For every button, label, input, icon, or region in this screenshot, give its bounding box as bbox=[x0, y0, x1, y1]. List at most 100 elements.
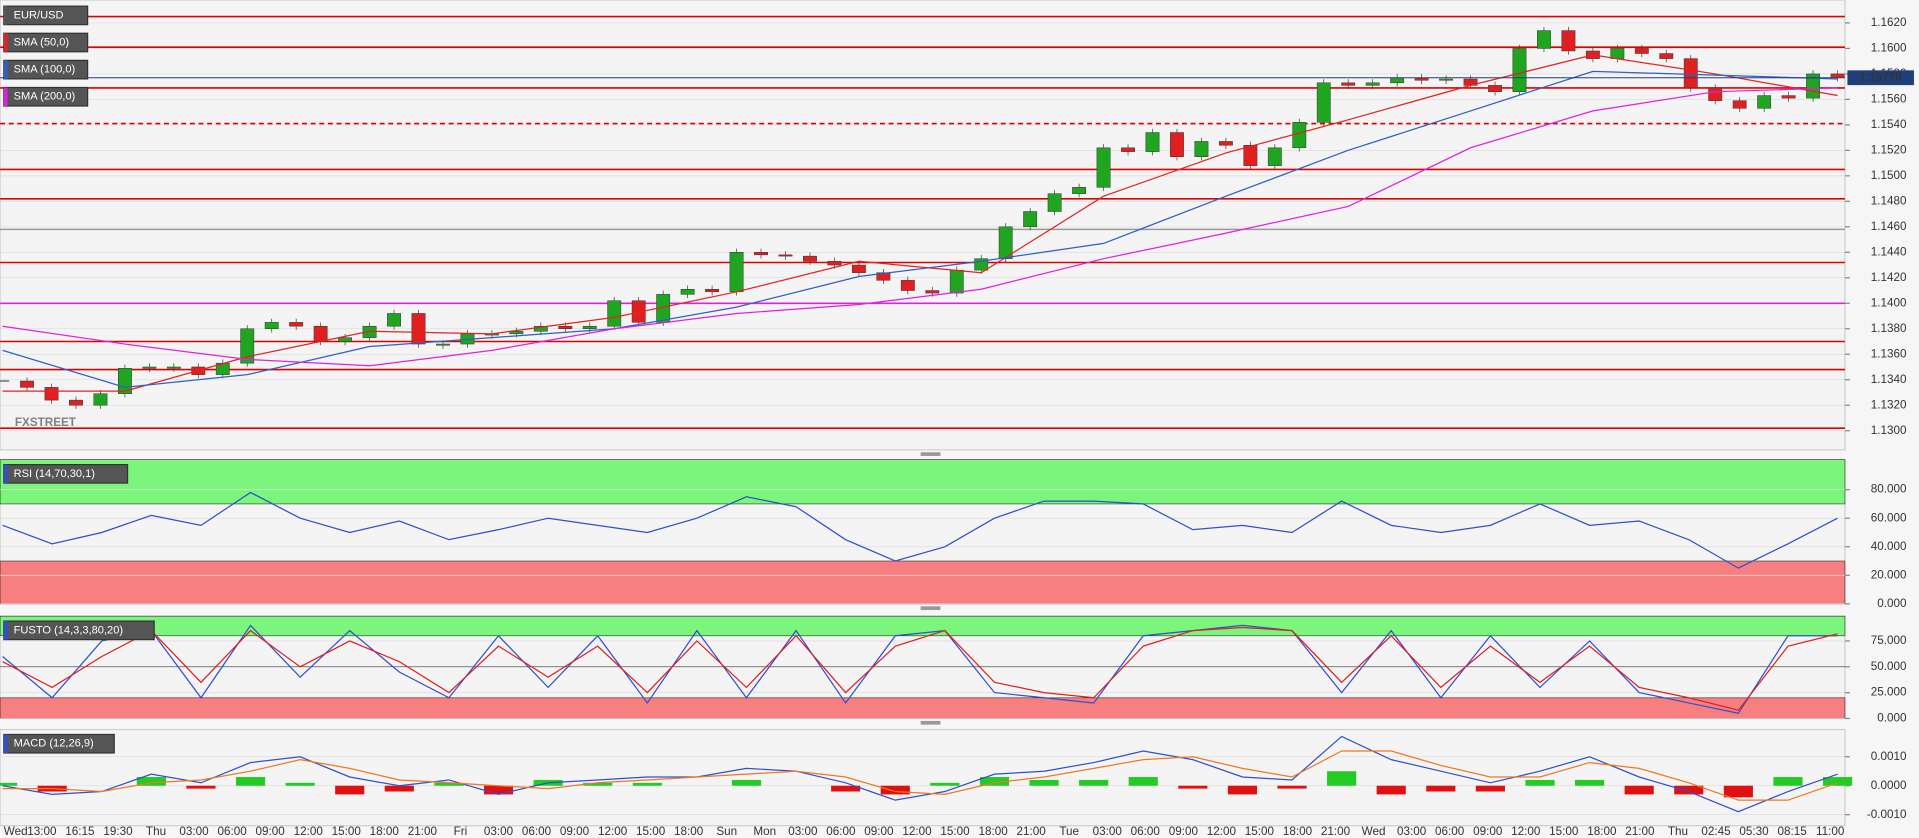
x-tick-label: 09:00 bbox=[1473, 825, 1503, 838]
y-tick-label: 1.1480 bbox=[1871, 194, 1907, 207]
x-tick-label: Fri bbox=[454, 825, 468, 838]
histogram-bar bbox=[1277, 785, 1307, 789]
candle bbox=[69, 399, 83, 406]
candle bbox=[754, 252, 768, 256]
watermark: FXSTREET bbox=[15, 416, 77, 429]
candle bbox=[778, 254, 793, 257]
x-tick-label: 06:00 bbox=[1131, 825, 1161, 838]
candle bbox=[1659, 53, 1674, 59]
x-tick-label: 12:00 bbox=[1207, 825, 1237, 838]
y-tick-label: 1.1500 bbox=[1871, 169, 1907, 182]
candle bbox=[1781, 95, 1796, 99]
y-tick-label: 1.1520 bbox=[1871, 143, 1907, 156]
histogram-bar bbox=[1227, 785, 1257, 795]
candle bbox=[851, 264, 866, 273]
histogram-bar bbox=[235, 777, 266, 786]
x-tick-label: 06:00 bbox=[1435, 825, 1465, 838]
candle bbox=[607, 300, 622, 327]
candle bbox=[1757, 95, 1772, 109]
panel-resize-handle[interactable] bbox=[920, 606, 941, 611]
legend-label: SMA (200,0) bbox=[14, 91, 76, 103]
histogram-bar bbox=[1525, 779, 1555, 786]
candle bbox=[705, 289, 720, 293]
histogram-bar bbox=[1376, 785, 1406, 795]
x-tick-label: 06:00 bbox=[217, 825, 247, 838]
candle bbox=[1341, 82, 1356, 86]
x-tick-label: 12:00 bbox=[598, 825, 628, 838]
candle bbox=[1072, 187, 1087, 194]
x-tick-label: 06:00 bbox=[522, 825, 552, 838]
legend-swatch bbox=[3, 464, 8, 484]
candle bbox=[900, 280, 915, 291]
y-tick-label: 80.000 bbox=[1871, 483, 1907, 496]
x-tick-label: 21:00 bbox=[408, 825, 438, 838]
x-tick-label: 18:00 bbox=[978, 825, 1008, 838]
x-tick-label: 03:00 bbox=[1397, 825, 1427, 838]
x-tick-label: 08:15 bbox=[1777, 825, 1807, 838]
x-tick-label: 15:00 bbox=[332, 825, 362, 838]
candle bbox=[1218, 141, 1233, 146]
candle bbox=[1023, 211, 1038, 228]
y-tick-label: -0.0010 bbox=[1867, 808, 1907, 821]
lower-zone bbox=[0, 697, 1846, 719]
upper-zone bbox=[0, 459, 1846, 505]
y-tick-label: 1.1320 bbox=[1871, 398, 1907, 411]
histogram-bar bbox=[1079, 779, 1109, 786]
x-tick-label: 12:00 bbox=[294, 825, 324, 838]
candle bbox=[44, 387, 59, 401]
histogram-bar bbox=[880, 785, 910, 795]
histogram-bar bbox=[285, 782, 315, 786]
histogram-bar bbox=[930, 782, 960, 786]
series-line bbox=[2, 54, 1838, 392]
candle bbox=[240, 328, 255, 364]
candle bbox=[729, 252, 744, 293]
panel-title: FUSTO (14,3,3,80,20) bbox=[14, 624, 123, 636]
panel-resize-handle[interactable] bbox=[920, 720, 941, 725]
candle bbox=[803, 255, 817, 262]
y-tick-label: 1.1540 bbox=[1871, 118, 1907, 131]
candle bbox=[827, 260, 842, 266]
candle bbox=[1610, 48, 1625, 59]
series-line bbox=[2, 735, 1838, 813]
candle bbox=[509, 331, 524, 335]
candle bbox=[1267, 147, 1282, 166]
histogram-bar bbox=[335, 785, 365, 795]
histogram-bar bbox=[434, 782, 464, 786]
x-tick-label: 15:00 bbox=[940, 825, 970, 838]
y-tick-label: 25.000 bbox=[1871, 686, 1907, 699]
y-tick-label: 40.000 bbox=[1871, 540, 1907, 553]
histogram-bar bbox=[1475, 785, 1505, 792]
candle bbox=[1047, 193, 1062, 212]
panel-resize-handle[interactable] bbox=[920, 452, 941, 456]
candle bbox=[1439, 78, 1454, 81]
x-tick-label: 09:00 bbox=[864, 825, 894, 838]
x-tick-label: Tue bbox=[1059, 825, 1079, 838]
candle bbox=[142, 366, 157, 369]
x-tick-label: 03:00 bbox=[179, 825, 209, 838]
candle bbox=[974, 258, 989, 271]
candle bbox=[166, 366, 181, 369]
candle bbox=[1194, 141, 1209, 157]
y-tick-label: 1.1460 bbox=[1871, 220, 1907, 233]
y-tick-label: 1.1420 bbox=[1871, 271, 1907, 284]
candle bbox=[949, 269, 964, 294]
series-line bbox=[2, 626, 1838, 711]
candle bbox=[1390, 77, 1405, 84]
x-tick-label: 21:00 bbox=[1321, 825, 1351, 838]
histogram-bar bbox=[1575, 779, 1605, 786]
candle bbox=[289, 322, 304, 327]
x-tick-label: 05:30 bbox=[1739, 825, 1769, 838]
histogram-bar bbox=[1773, 777, 1803, 786]
y-tick-label: 0.000 bbox=[1877, 597, 1907, 610]
candle bbox=[411, 313, 426, 345]
x-tick-label: 18:00 bbox=[370, 825, 400, 838]
x-tick-label: Wed bbox=[1362, 825, 1386, 838]
upper-zone bbox=[0, 615, 1846, 637]
y-tick-label: 0.0000 bbox=[1871, 779, 1907, 792]
x-tick-label: 03:00 bbox=[788, 825, 818, 838]
histogram-bar bbox=[1178, 785, 1208, 789]
histogram-bar bbox=[1128, 777, 1158, 786]
histogram-bar bbox=[1624, 785, 1654, 795]
candle bbox=[1292, 122, 1307, 149]
